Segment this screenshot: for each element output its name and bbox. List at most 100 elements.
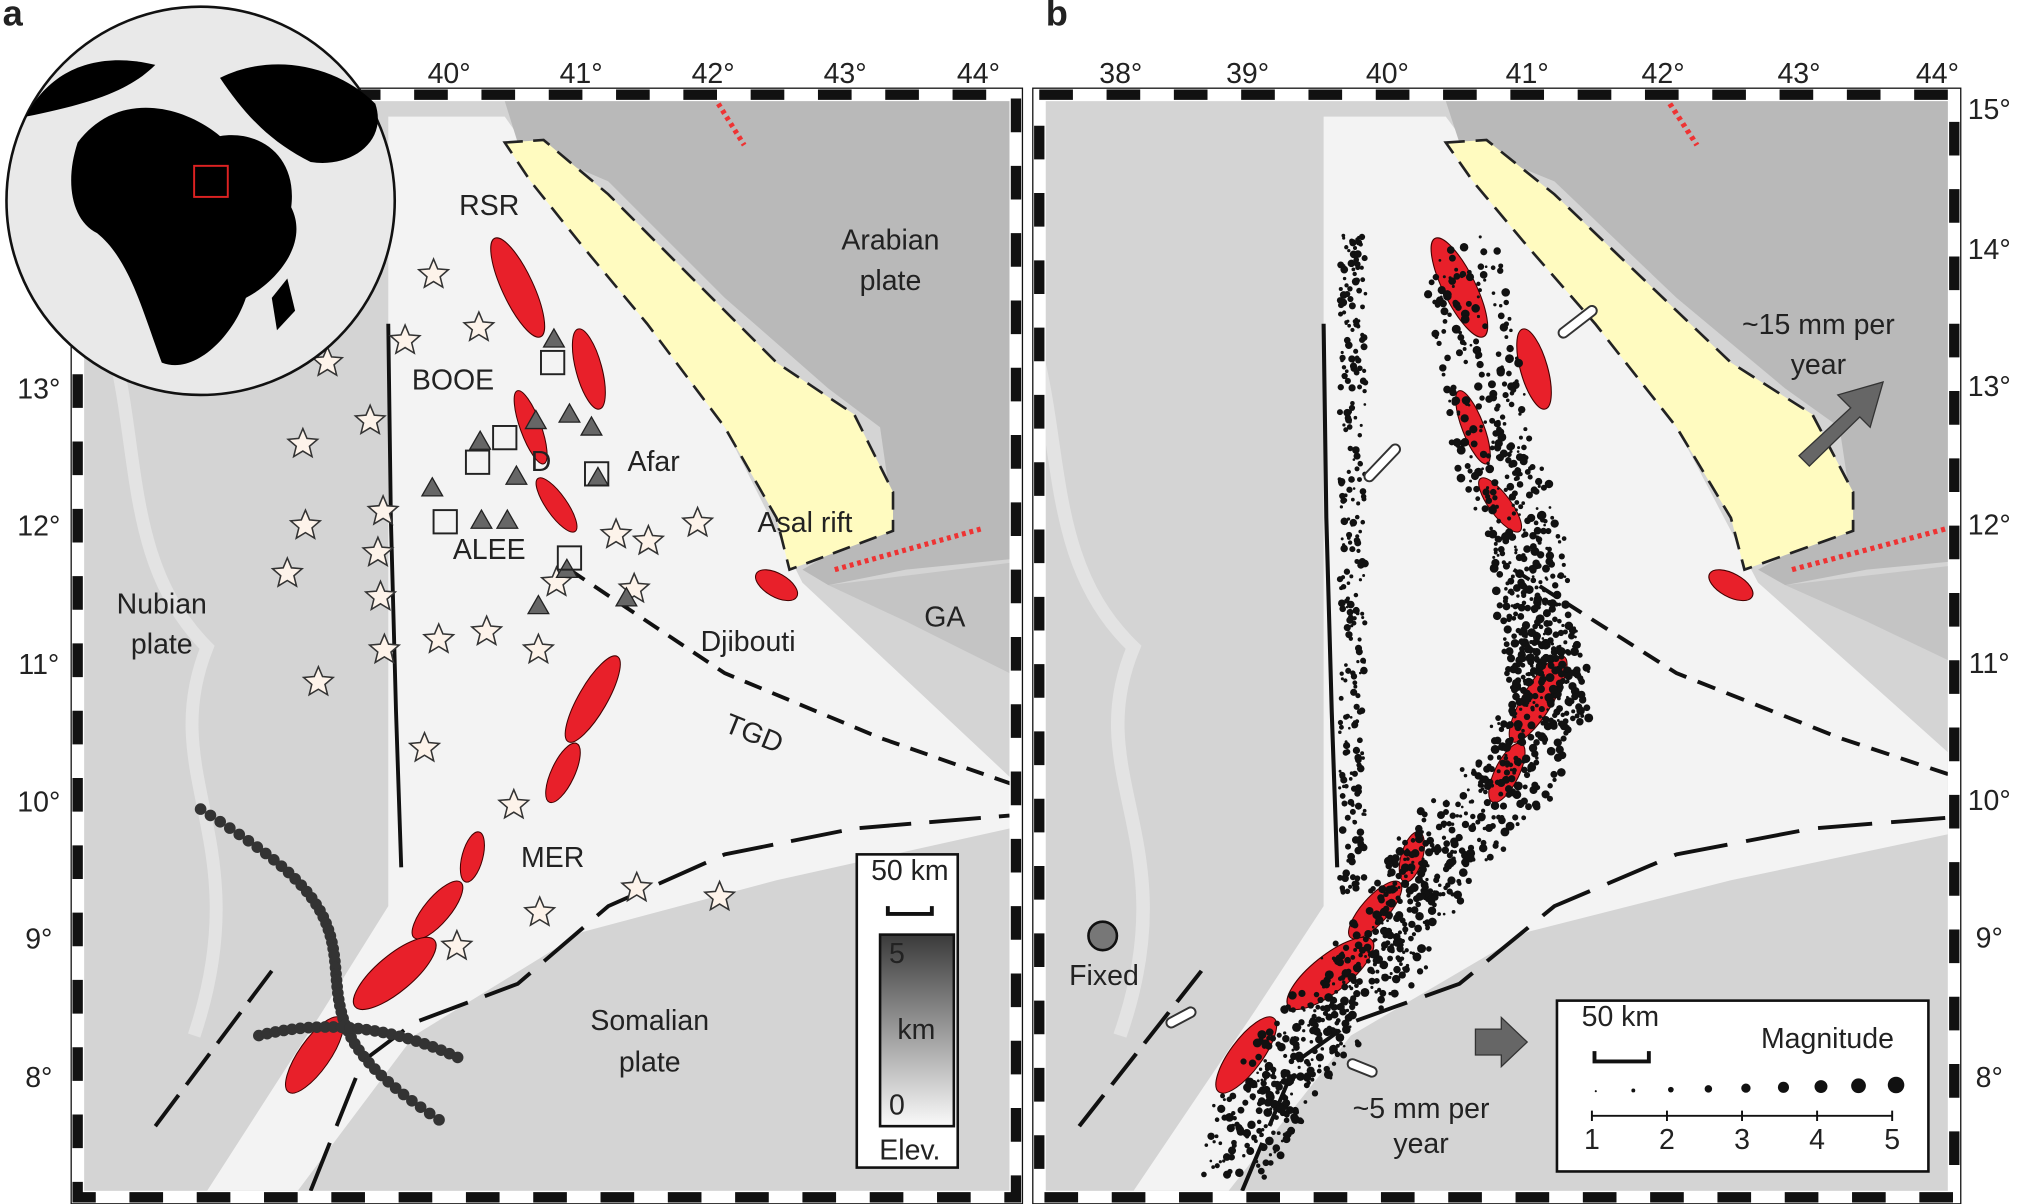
earthquake [1345,667,1352,674]
earthquake [1459,767,1465,772]
earthquake [1522,528,1526,532]
earthquake [1517,732,1526,741]
earthquake [1217,1104,1226,1113]
volcano-star [366,493,400,526]
earthquake [1525,491,1533,499]
earthquake [1531,575,1535,578]
earthquake [1390,989,1399,998]
earthquake [1441,891,1446,897]
earthquake [1545,675,1551,681]
earthquake [1542,609,1551,618]
earthquake [1324,970,1334,980]
earthquake [1476,360,1484,369]
earthquake [1538,580,1543,585]
earthquake [1313,1009,1317,1013]
earthquake [1386,931,1395,940]
earthquake [1511,490,1518,497]
earthquake [1486,853,1494,861]
earthquake [1418,870,1424,876]
earthquake [1342,264,1346,268]
earthquake [1338,769,1342,773]
earthquake [1433,877,1440,884]
earthquake [1256,1163,1261,1168]
earthquake [1532,674,1535,678]
earthquake [1502,602,1511,611]
earthquake [1340,1051,1348,1059]
earthquake [1471,304,1480,313]
earthquake [1373,977,1380,984]
triangle [526,594,550,615]
earthquake [1448,278,1454,284]
earthquake [1307,1023,1311,1027]
earthquake [1311,1090,1319,1097]
earthquake [1285,1004,1291,1010]
earthquake [1352,680,1358,686]
earthquake [1411,932,1417,937]
earthquake [1264,1061,1274,1071]
earthquake [1551,666,1560,675]
earthquake [1502,598,1508,604]
earthquake [1339,505,1344,509]
earthquake [1339,298,1348,307]
earthquake [1494,504,1499,509]
earthquake [1265,1028,1274,1037]
earthquake [1570,686,1580,696]
earthquake [1360,519,1366,525]
seismic-station [406,1094,418,1107]
earthquake [1441,846,1450,854]
earthquake [1470,471,1480,481]
earthquake [1461,396,1471,405]
earthquake [1354,514,1360,520]
earthquake [1348,636,1354,641]
earthquake [1510,639,1520,648]
earthquake [1539,466,1544,471]
earthquake [1556,646,1566,656]
earthquake [1550,642,1555,646]
earthquake [1204,1143,1209,1147]
earthquake [1418,861,1423,866]
earthquake [1378,896,1385,904]
earthquake [1577,652,1583,658]
plate-arrow [1798,381,1885,468]
earthquake [1574,635,1577,639]
earthquake [1403,874,1408,879]
earthquake [1359,488,1367,495]
earthquake [1521,600,1527,606]
earthquake [1458,330,1462,335]
earthquake [1434,335,1439,339]
earthquake [1441,835,1447,840]
latitude-label: 10° [17,786,60,818]
earthquake [1489,526,1493,531]
earthquake [1362,620,1368,626]
earthquake [1550,573,1556,579]
earthquake [1354,1039,1360,1045]
earthquake [1363,291,1368,296]
earthquake [1320,1017,1325,1023]
earthquake [1425,848,1434,857]
earthquake [1354,846,1362,855]
earthquake [1353,592,1359,598]
earthquake [1390,943,1394,948]
latitude-label: 10° [1968,785,2011,817]
earthquake [1443,385,1451,394]
earthquake [1344,283,1349,288]
earthquake [1356,828,1365,837]
place-label: year [1393,1128,1448,1160]
triangle [504,464,528,485]
earthquake [1531,781,1539,789]
earthquake [1372,957,1380,965]
legend-title: Magnitude [1761,1023,1894,1055]
volcano-star [680,505,715,538]
earthquake [1501,532,1511,541]
earthquake [1362,368,1367,373]
earthquake [1356,764,1365,773]
earthquake [1500,720,1508,728]
earthquake [1542,642,1550,650]
earthquake [1453,890,1463,900]
earthquake [1503,487,1508,493]
earthquake [1518,504,1524,510]
latitude-label: 12° [17,511,60,543]
earthquake [1432,890,1437,894]
earthquake [1403,857,1407,862]
seismic-station [302,1021,315,1034]
